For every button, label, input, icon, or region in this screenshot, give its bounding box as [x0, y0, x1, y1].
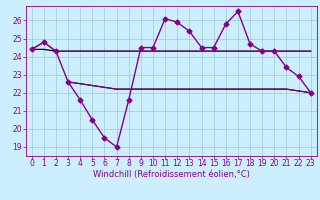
X-axis label: Windchill (Refroidissement éolien,°C): Windchill (Refroidissement éolien,°C) — [93, 170, 250, 179]
